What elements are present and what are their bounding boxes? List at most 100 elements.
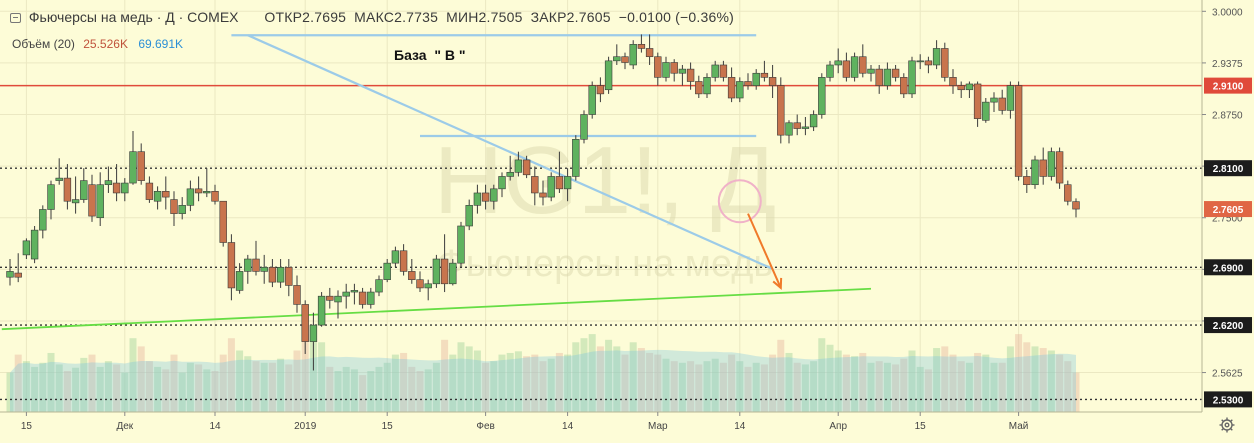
candle <box>71 176 80 214</box>
candle <box>317 292 326 327</box>
candle <box>194 176 203 202</box>
volume-bar <box>531 354 539 412</box>
candle-body <box>465 205 473 227</box>
candle-body <box>80 180 88 200</box>
base-annotation: База " В " <box>394 47 466 63</box>
volume-bar <box>1039 348 1047 412</box>
candle <box>850 52 859 82</box>
time-tick-label: Фев <box>476 421 494 432</box>
volume-bar <box>793 362 801 412</box>
grid-lines <box>0 0 1202 412</box>
volume-bar <box>949 354 957 412</box>
price-label-text: 2.6900 <box>1213 263 1244 274</box>
candle <box>662 56 670 82</box>
candle-body <box>777 85 785 136</box>
candle-body <box>432 258 441 285</box>
candle <box>219 200 227 247</box>
candle <box>826 60 834 82</box>
candle-body <box>268 266 277 283</box>
volume-bar <box>875 361 883 412</box>
candles <box>6 34 1080 371</box>
candle-body <box>604 60 613 91</box>
candle-body <box>194 188 203 194</box>
price-tick-label: 2.9375 <box>1212 59 1243 70</box>
candle-body <box>760 72 769 78</box>
candle <box>6 259 14 286</box>
candle-body <box>1006 85 1015 111</box>
volume-bar <box>711 358 719 412</box>
trendline-downtrend <box>247 34 774 270</box>
volume-bar <box>941 346 949 412</box>
candle <box>47 180 55 220</box>
volume-bar <box>572 342 580 412</box>
candle-body <box>276 266 285 283</box>
volume-bar <box>834 350 842 412</box>
watermark-symbol: HG1!, Д <box>434 127 776 234</box>
candle <box>162 176 170 210</box>
candle-body <box>252 258 260 272</box>
volume-bar <box>703 361 711 412</box>
time-tick-label: 2019 <box>294 421 317 432</box>
volume-bar <box>63 371 71 412</box>
candle <box>121 178 129 202</box>
candle-body <box>211 191 219 202</box>
candle-body <box>457 225 465 264</box>
candle-body <box>522 159 531 176</box>
candle-body <box>55 177 63 181</box>
volume-bar <box>523 356 531 412</box>
candle-body <box>736 81 744 99</box>
candle <box>358 287 367 309</box>
collapse-legend-icon[interactable] <box>10 13 21 23</box>
candle-body <box>88 184 96 217</box>
volume-bar <box>580 338 588 412</box>
volume-bar <box>728 354 736 412</box>
candle-body <box>301 304 309 342</box>
candle <box>457 221 465 268</box>
settings-gear-icon[interactable] <box>1219 417 1235 433</box>
volume-value-2: 69.691K <box>138 37 184 51</box>
candle <box>375 275 383 297</box>
candle <box>399 244 408 276</box>
candle-body <box>39 209 47 231</box>
candle <box>703 73 711 99</box>
volume-bar <box>777 339 785 412</box>
candle <box>588 81 596 119</box>
candle <box>137 143 145 185</box>
volume-bar <box>244 356 252 412</box>
gear-tooth <box>1230 428 1233 431</box>
time-axis-background <box>0 412 1254 438</box>
volume-bar <box>916 366 924 412</box>
volume-bar <box>974 352 982 412</box>
candle <box>80 168 88 203</box>
candle <box>645 34 654 65</box>
volume-bar <box>990 362 998 412</box>
volume-bar <box>350 369 358 412</box>
close-value: ЗАКР2.7605 <box>530 9 611 25</box>
volume-bar <box>268 362 276 412</box>
candle <box>957 81 965 99</box>
gear-tooth <box>1221 428 1224 431</box>
volume-bar <box>293 350 301 412</box>
candle <box>203 168 211 198</box>
volume-bar <box>186 362 194 412</box>
volume-bar <box>31 366 39 412</box>
candle <box>449 259 457 286</box>
candle-body <box>1072 201 1080 210</box>
candle <box>613 44 621 65</box>
price-label-box <box>1204 391 1252 408</box>
volume-bar <box>547 358 555 412</box>
time-tick-label: 14 <box>209 421 221 432</box>
candle-body <box>645 48 654 58</box>
volume-bar <box>449 354 457 412</box>
volume-bar <box>1023 342 1031 412</box>
candle <box>350 283 359 305</box>
candle-body <box>924 60 933 66</box>
candle-body <box>637 44 646 49</box>
price-axis-background <box>1202 0 1254 438</box>
candle-body <box>941 48 949 78</box>
candle <box>506 155 514 181</box>
low-value: МИН2.7505 <box>446 9 523 25</box>
candle-body <box>227 242 236 289</box>
